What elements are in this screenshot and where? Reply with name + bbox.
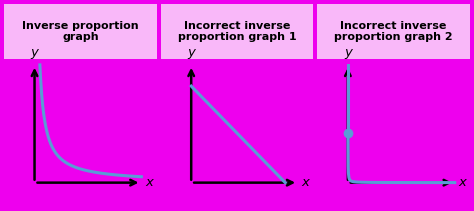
Text: x: x [145,176,153,189]
Text: y: y [31,46,38,59]
Bar [4,4,157,59]
Text: y: y [187,46,195,59]
Text: Inverse proportion
graph: Inverse proportion graph [22,21,139,42]
Text: y: y [344,46,352,59]
Text: Incorrect inverse
proportion graph 1: Incorrect inverse proportion graph 1 [178,21,296,42]
Text: x: x [458,176,466,189]
Bar [317,4,470,59]
Bar [161,4,313,59]
Text: x: x [302,176,310,189]
Text: Incorrect inverse
proportion graph 2: Incorrect inverse proportion graph 2 [334,21,453,42]
